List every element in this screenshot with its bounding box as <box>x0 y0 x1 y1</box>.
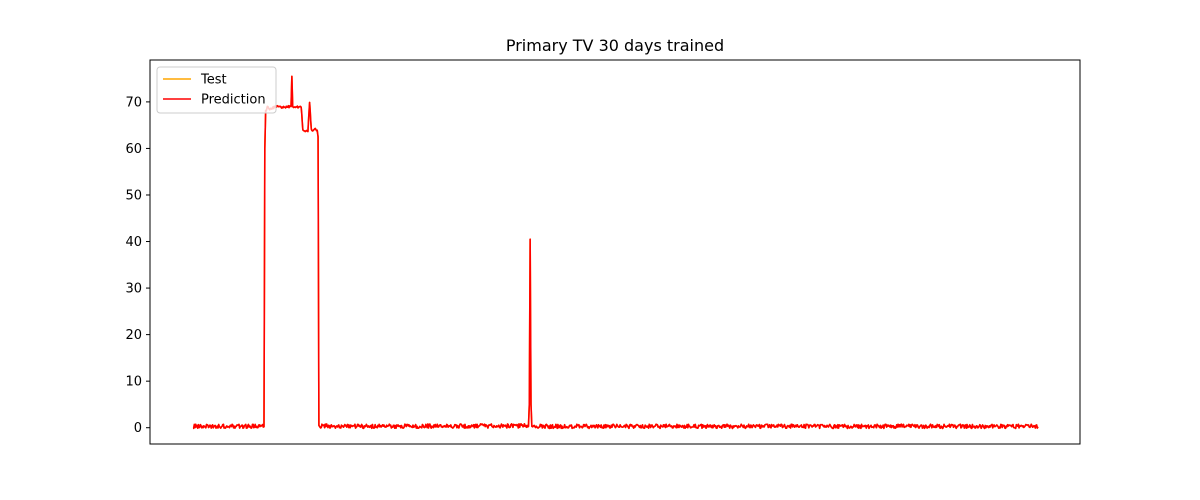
legend-label-test: Test <box>200 73 227 88</box>
y-tick-label-0: 0 <box>134 421 142 436</box>
y-tick-label-40: 40 <box>125 235 142 250</box>
y-tick-label-60: 60 <box>125 142 142 157</box>
y-tick-label-10: 10 <box>125 375 142 390</box>
series-layer <box>192 75 1039 430</box>
y-tick-label-70: 70 <box>125 95 142 110</box>
chart-title: Primary TV 30 days trained <box>506 36 724 55</box>
plot-frame <box>149 59 1081 445</box>
y-tick-label-20: 20 <box>125 328 142 343</box>
legend-label-prediction: Prediction <box>201 93 266 108</box>
y-tick-label-50: 50 <box>125 188 142 203</box>
y-tick-label-30: 30 <box>125 282 142 297</box>
y-axis: 0 10 20 30 40 50 60 70 <box>125 95 150 436</box>
legend: Test Prediction <box>156 66 277 114</box>
series-line-test <box>192 75 1039 430</box>
series-line-prediction <box>192 75 1039 430</box>
